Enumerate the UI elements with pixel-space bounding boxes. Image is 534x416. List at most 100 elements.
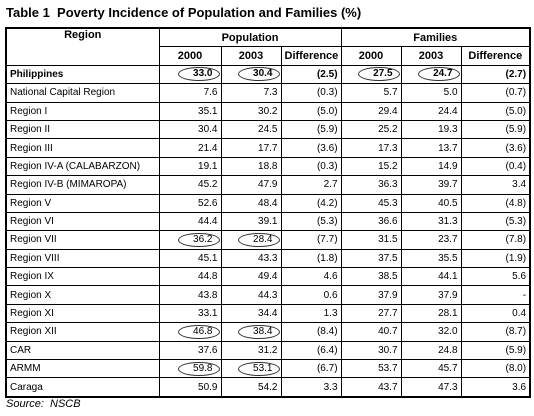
region-cell: Region XI <box>5 303 160 324</box>
region-cell: Region VI <box>5 211 160 232</box>
value-cell: 5.6 <box>460 267 531 287</box>
value-cell: 25.2 <box>340 119 402 140</box>
value-cell: 27.5 <box>340 64 402 85</box>
value-cell: (0.4) <box>460 156 531 177</box>
value-cell: 37.9 <box>340 285 402 305</box>
subheader: 2000 <box>340 46 402 66</box>
value-cell: 54.2 <box>220 377 282 398</box>
table-title: Table 1 Poverty Incidence of Population … <box>6 5 362 20</box>
value-cell: 4.6 <box>280 267 342 287</box>
value-cell: 44.3 <box>220 285 282 305</box>
value-cell: 35.5 <box>400 248 462 269</box>
value-cell: 0.4 <box>460 303 531 324</box>
data-row: Region IV-B (MIMAROPA) 45.2 47.9 2.7 36.3 39.… <box>5 175 531 195</box>
value-cell: 19.3 <box>400 119 462 140</box>
value-cell: 36.2 <box>158 230 222 250</box>
value-cell: 45.3 <box>340 193 402 213</box>
value-cell: 24.8 <box>400 340 462 361</box>
value-cell: (5.9) <box>460 340 531 361</box>
value-cell: 28.4 <box>220 230 282 250</box>
value-cell: 24.5 <box>220 119 282 140</box>
value-cell: 0.6 <box>280 285 342 305</box>
data-row: CAR 37.6 31.2 (6.4) 30.7 24.8 (5.9) <box>5 340 531 361</box>
data-row: Region XII 46.8 38.4 (8.4) 40.7 32.0 (8.7) <box>5 322 531 342</box>
value-cell: 31.3 <box>400 211 462 232</box>
region-cell: Region V <box>5 193 160 213</box>
value-cell: 43.7 <box>340 377 402 398</box>
value-cell: 3.3 <box>280 377 342 398</box>
value-cell: 19.1 <box>158 156 222 177</box>
value-cell: 13.7 <box>400 138 462 158</box>
value-cell: 34.4 <box>220 303 282 324</box>
value-cell: 17.7 <box>220 138 282 158</box>
value-cell: 23.7 <box>400 230 462 250</box>
data-row: ARMM 59.8 53.1 (6.7) 53.7 45.7 (8.0) <box>5 359 531 379</box>
value-cell: (6.4) <box>280 340 342 361</box>
value-cell: 30.7 <box>340 340 402 361</box>
value-cell: 32.0 <box>400 322 462 342</box>
data-row: Region IV-A (CALABARZON) 19.1 18.8 (0.3) 15.… <box>5 156 531 177</box>
value-cell: (3.6) <box>460 138 531 158</box>
value-cell: 35.1 <box>158 101 222 121</box>
value-cell: 14.9 <box>400 156 462 177</box>
region-cell: Philippines <box>5 64 160 85</box>
value-cell: (4.8) <box>460 193 531 213</box>
value-cell: 59.8 <box>158 359 222 379</box>
circled-value: 59.8 <box>178 361 220 376</box>
value-cell: 47.9 <box>220 175 282 195</box>
value-cell: 18.8 <box>220 156 282 177</box>
value-cell: 39.1 <box>220 211 282 232</box>
region-cell: CAR <box>5 340 160 361</box>
region-cell: Region X <box>5 285 160 305</box>
table-head: Region Population Families 2000 2003 Differen… <box>5 27 531 66</box>
circled-value: 53.1 <box>238 361 280 376</box>
subheader: 2003 <box>220 46 282 66</box>
circled-value: 36.2 <box>178 232 220 247</box>
value-cell: 7.6 <box>158 83 222 103</box>
value-cell: 29.4 <box>340 101 402 121</box>
value-cell: 48.4 <box>220 193 282 213</box>
circled-value: 24.7 <box>418 67 460 82</box>
value-cell: 39.7 <box>400 175 462 195</box>
subheader-row: 2000 2003 Difference 2000 2003 Difference <box>6 46 531 66</box>
value-cell: (5.9) <box>460 119 531 140</box>
data-row: Region VI 44.4 39.1 (5.3) 36.6 31.3 (5.3) <box>5 211 531 232</box>
poverty-table: Region Population Families 2000 2003 Differen… <box>5 27 532 398</box>
data-row: Region III 21.4 17.7 (3.6) 17.3 13.7 (3.6) <box>5 138 531 158</box>
value-cell: 5.7 <box>340 83 402 103</box>
subheader: Difference <box>460 46 531 66</box>
value-cell: 27.7 <box>340 303 402 324</box>
value-cell: 17.3 <box>340 138 402 158</box>
value-cell: 2.7 <box>280 175 342 195</box>
region-cell: Region VII <box>5 230 160 250</box>
value-cell: 33.1 <box>158 303 222 324</box>
value-cell: 30.4 <box>158 119 222 140</box>
value-cell: 53.7 <box>340 359 402 379</box>
data-row: Region XI 33.1 34.4 1.3 27.7 28.1 0.4 <box>5 303 531 324</box>
region-cell: Region VIII <box>5 248 160 269</box>
region-cell: Region I <box>5 101 160 121</box>
value-cell: 21.4 <box>158 138 222 158</box>
value-cell: 45.7 <box>400 359 462 379</box>
value-cell: 44.1 <box>400 267 462 287</box>
value-cell: (3.6) <box>280 138 342 158</box>
value-cell: 46.8 <box>158 322 222 342</box>
value-cell: 40.5 <box>400 193 462 213</box>
value-cell: 37.6 <box>158 340 222 361</box>
value-cell: 36.3 <box>340 175 402 195</box>
value-cell: 44.8 <box>158 267 222 287</box>
value-cell: (5.3) <box>460 211 531 232</box>
value-cell: 44.4 <box>158 211 222 232</box>
value-cell: 3.6 <box>460 377 531 398</box>
value-cell: 45.1 <box>158 248 222 269</box>
group-header: Families <box>340 27 531 48</box>
value-cell: 28.1 <box>400 303 462 324</box>
value-cell: 37.5 <box>340 248 402 269</box>
value-cell: 50.9 <box>158 377 222 398</box>
source-note: Source: NSCB <box>6 398 81 410</box>
data-row: Region IX 44.8 49.4 4.6 38.5 44.1 5.6 <box>5 267 531 287</box>
value-cell: 43.3 <box>220 248 282 269</box>
region-cell: National Capital Region <box>5 83 160 103</box>
value-cell: 47.3 <box>400 377 462 398</box>
value-cell: 49.4 <box>220 267 282 287</box>
